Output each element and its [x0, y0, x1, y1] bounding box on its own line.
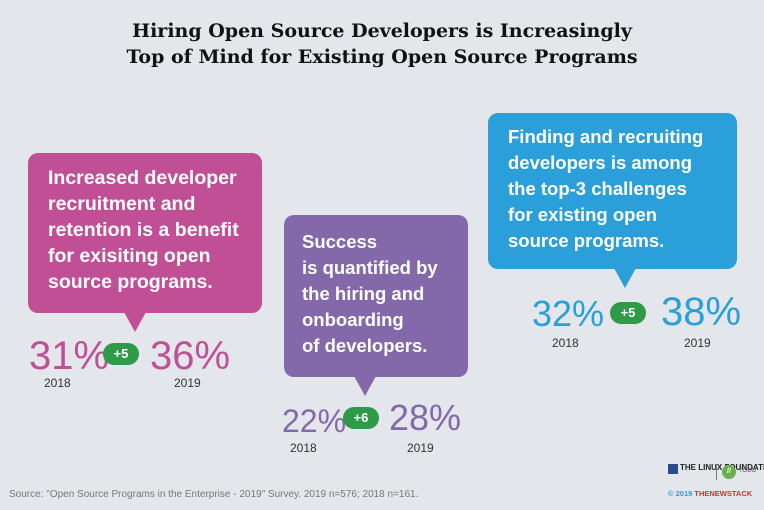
year-label-2019: 2019	[684, 336, 711, 350]
callout-success-quantified: Success is quantified by the hiring and …	[284, 215, 468, 396]
chart-title: Hiring Open Source Developers is Increas…	[0, 18, 764, 70]
value-2018-challenge: 32%	[532, 293, 605, 334]
callout-pointer	[124, 312, 146, 332]
callout-text-line: source programs.	[48, 271, 213, 293]
callout-text-line: recruitment and	[48, 193, 196, 215]
thenewstack-logo: THENEWSTACK	[694, 489, 753, 498]
publisher-logos: THE LINUX FOUNDATION // TODO © 2019 THEN…	[668, 462, 764, 502]
change-badge-recruitment: +5	[103, 343, 139, 365]
value-2019-challenge: 38%	[661, 290, 742, 334]
callout-pointer	[354, 376, 376, 396]
year-label-2018: 2018	[290, 441, 317, 455]
callout-recruitment-benefit: Increased developer recruitment and rete…	[28, 153, 262, 332]
change-badge-success: +6	[343, 407, 379, 429]
callout-text-line: retention is a benefit	[48, 219, 239, 241]
year-label-2018: 2018	[552, 336, 579, 350]
callout-text-line: for existing open	[508, 204, 658, 225]
callout-text-line: the top-3 challenges	[508, 178, 687, 199]
title-line-2: Top of Mind for Existing Open Source Pro…	[126, 46, 638, 68]
source-note: Source: "Open Source Programs in the Ent…	[9, 489, 419, 500]
logo-divider	[716, 464, 717, 480]
callout-pointer	[614, 268, 636, 288]
callout-text-line: for exisiting open	[48, 245, 211, 267]
title-line-1: Hiring Open Source Developers is Increas…	[132, 20, 632, 42]
value-2018-recruitment: 31%	[29, 334, 110, 378]
callout-text-line: Increased developer	[48, 167, 237, 189]
callout-text-line: the hiring and	[302, 283, 425, 304]
value-2019-success: 28%	[389, 397, 462, 438]
copyright-line: © 2019 THENEWSTACK	[668, 489, 752, 498]
todo-logo-icon: //	[722, 465, 736, 479]
callout-text-line: onboarding	[302, 309, 404, 330]
callout-text-line: developers is among	[508, 152, 693, 173]
change-badge-challenge: +5	[610, 302, 646, 324]
value-2019-recruitment: 36%	[150, 334, 231, 378]
callout-text-line: is quantified by	[302, 257, 438, 278]
year-label-2018: 2018	[44, 376, 71, 390]
year-label-2019: 2019	[174, 376, 201, 390]
value-2018-success: 22%	[282, 403, 347, 439]
copyright-text: © 2019	[668, 489, 693, 498]
callout-recruiting-challenge: Finding and recruiting developers is amo…	[488, 113, 737, 288]
year-label-2019: 2019	[407, 441, 434, 455]
callout-text-line: of developers.	[302, 335, 428, 356]
callout-text-line: source programs.	[508, 230, 665, 251]
callout-text-line: Finding and recruiting	[508, 126, 704, 147]
callout-text-line: Success	[302, 231, 378, 252]
todo-logo-text: TODO	[739, 468, 757, 474]
